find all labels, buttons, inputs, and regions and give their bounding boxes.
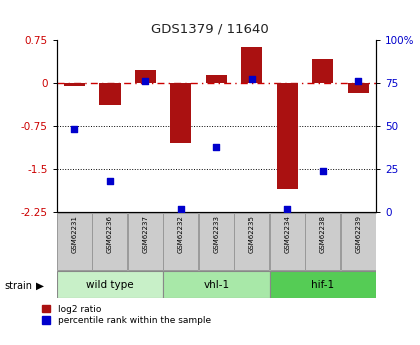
Text: GSM62233: GSM62233 <box>213 215 219 253</box>
Text: GSM62234: GSM62234 <box>284 215 290 253</box>
Bar <box>135 70 156 83</box>
Point <box>71 127 78 132</box>
Point <box>178 206 184 211</box>
Legend: log2 ratio, percentile rank within the sample: log2 ratio, percentile rank within the s… <box>42 305 211 325</box>
Bar <box>270 213 305 270</box>
Text: ▶: ▶ <box>36 281 44 290</box>
Text: vhl-1: vhl-1 <box>203 280 229 289</box>
Bar <box>270 272 376 298</box>
Text: GSM62238: GSM62238 <box>320 215 326 253</box>
Text: hif-1: hif-1 <box>311 280 334 289</box>
Text: GSM62235: GSM62235 <box>249 215 255 253</box>
Bar <box>92 213 127 270</box>
Text: GSM62232: GSM62232 <box>178 215 184 253</box>
Bar <box>163 272 270 298</box>
Bar <box>163 213 198 270</box>
Bar <box>206 75 227 83</box>
Bar <box>57 272 163 298</box>
Point <box>213 144 220 149</box>
Bar <box>347 83 369 93</box>
Bar <box>277 83 298 189</box>
Point <box>142 78 149 84</box>
Text: GSM62239: GSM62239 <box>355 215 361 253</box>
Text: GSM62236: GSM62236 <box>107 215 113 253</box>
Bar <box>57 213 92 270</box>
Bar <box>199 213 234 270</box>
Bar <box>305 213 340 270</box>
Bar <box>99 83 121 105</box>
Point <box>284 206 291 211</box>
Text: GDS1379 / 11640: GDS1379 / 11640 <box>151 22 269 36</box>
Point <box>107 178 113 184</box>
Point <box>319 168 326 174</box>
Text: GSM62237: GSM62237 <box>142 215 148 253</box>
Bar <box>312 59 333 83</box>
Text: GSM62231: GSM62231 <box>71 215 77 253</box>
Point <box>248 77 255 82</box>
Bar <box>241 47 262 83</box>
Point <box>355 78 362 84</box>
Bar <box>128 213 163 270</box>
Bar <box>341 213 376 270</box>
Bar <box>64 83 85 86</box>
Bar <box>170 83 192 143</box>
Bar <box>234 213 269 270</box>
Text: strain: strain <box>4 281 32 290</box>
Text: wild type: wild type <box>86 280 134 289</box>
